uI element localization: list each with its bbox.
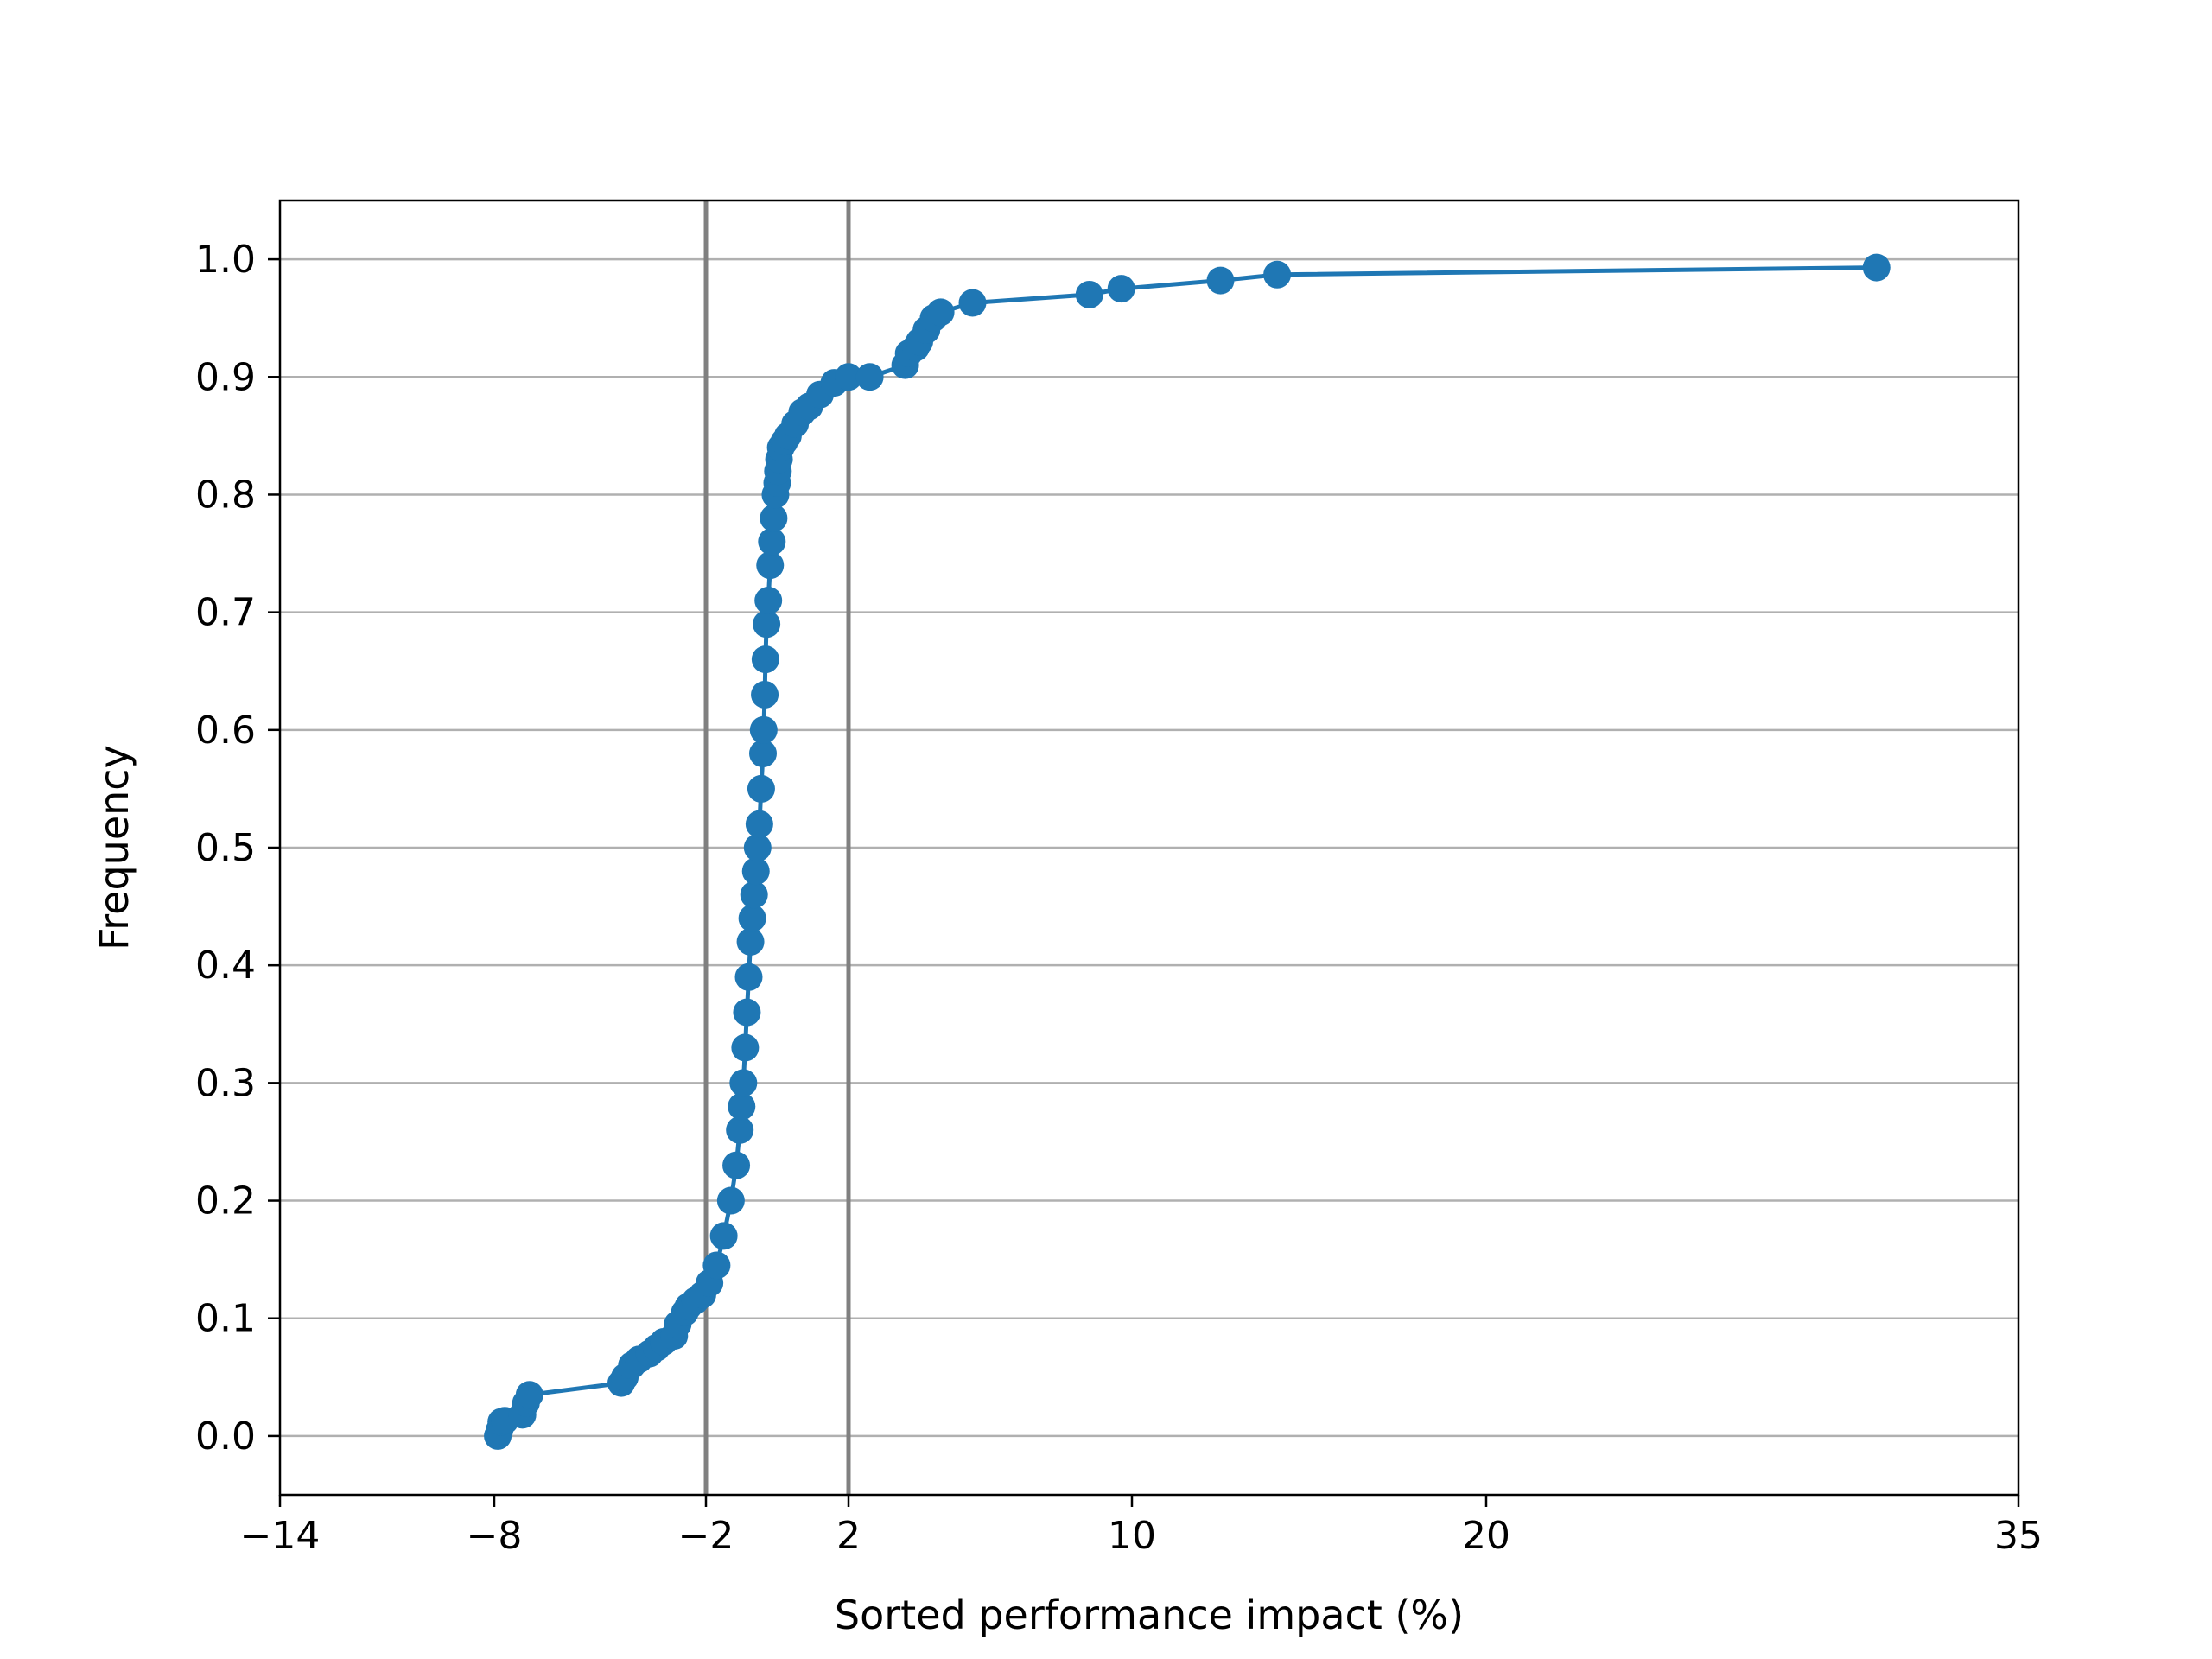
y-tick-label: 0.1 — [195, 1297, 256, 1341]
data-point — [729, 1069, 758, 1097]
data-series — [484, 253, 1891, 1450]
x-tick-label: −2 — [678, 1514, 734, 1558]
data-point — [749, 740, 777, 768]
data-point — [743, 834, 772, 861]
data-point — [736, 927, 765, 956]
y-tick-label: 0.7 — [195, 591, 256, 635]
x-tick-label: −8 — [467, 1514, 523, 1558]
data-point — [1862, 253, 1891, 282]
data-point — [745, 810, 773, 838]
y-tick-label: 1.0 — [195, 238, 256, 282]
grid-lines — [280, 257, 2018, 1438]
data-point — [751, 645, 779, 674]
x-axis-title: Sorted performance impact (%) — [835, 1592, 1464, 1638]
y-tick-label: 0.4 — [195, 944, 256, 988]
data-point — [758, 527, 786, 556]
data-point — [855, 363, 884, 391]
data-point — [760, 504, 788, 532]
x-tick-label: −14 — [240, 1514, 321, 1558]
data-point — [1206, 266, 1235, 295]
data-point — [515, 1381, 543, 1409]
data-point — [749, 715, 778, 744]
data-point — [958, 289, 987, 317]
data-point — [726, 1116, 754, 1144]
x-tick-label: 2 — [836, 1514, 861, 1558]
data-point — [733, 998, 761, 1027]
y-axis-title: Frequency — [91, 745, 137, 950]
x-tick-label: 10 — [1108, 1514, 1156, 1558]
y-tick-label: 0.9 — [195, 355, 256, 399]
x-tick-label: 35 — [1994, 1514, 2043, 1558]
data-point — [1075, 280, 1103, 308]
data-point — [722, 1151, 751, 1179]
data-point — [741, 857, 770, 886]
y-tick-label: 0.3 — [195, 1061, 256, 1105]
data-point — [1263, 260, 1292, 289]
data-point — [738, 904, 766, 932]
data-point — [756, 551, 785, 580]
data-point — [926, 298, 955, 327]
data-point — [734, 963, 763, 991]
data-point — [728, 1092, 756, 1121]
y-tick-label: 0.5 — [195, 826, 256, 870]
data-point — [835, 363, 862, 391]
data-point — [740, 880, 768, 909]
data-point — [731, 1033, 760, 1062]
y-tick-label: 0.6 — [195, 709, 256, 753]
data-point — [716, 1186, 745, 1215]
axis-ticks: −14 −8 −2 2 10 20 35 0.0 0.1 0.2 0.3 0.4 0.5 0.6 0.7 0.… — [195, 238, 2043, 1558]
data-point — [747, 774, 775, 803]
data-point — [709, 1222, 738, 1250]
y-tick-label: 0.0 — [195, 1414, 256, 1459]
x-tick-label: 20 — [1462, 1514, 1510, 1558]
data-point — [1107, 275, 1135, 303]
y-tick-label: 0.2 — [195, 1179, 256, 1224]
data-point — [754, 587, 783, 615]
data-point — [751, 680, 779, 709]
y-tick-label: 0.8 — [195, 473, 256, 517]
data-point — [702, 1251, 731, 1280]
data-point — [753, 610, 781, 639]
